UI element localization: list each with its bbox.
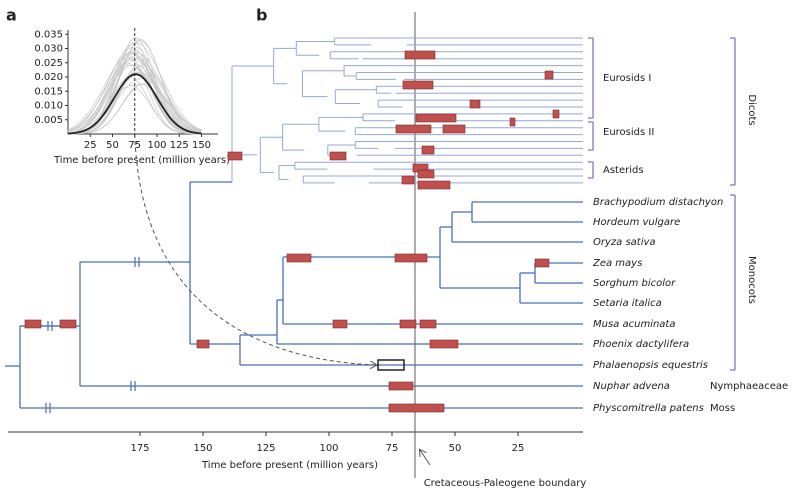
age-interval bbox=[286, 253, 312, 263]
inset-tick-label: 100 bbox=[147, 140, 166, 151]
age-interval bbox=[469, 99, 481, 109]
taxon-label: Physcomitrella patens bbox=[593, 403, 704, 414]
tick-label: 50 bbox=[449, 443, 462, 454]
tick-label: 75 bbox=[386, 443, 399, 454]
annotation: Cretaceous-Paleogene boundary bbox=[424, 478, 587, 489]
inset-tick-label: 0.020 bbox=[34, 72, 63, 83]
clade-label: Eurosids I bbox=[603, 73, 651, 84]
inset-tick-label: 0.035 bbox=[34, 29, 63, 40]
age-interval bbox=[509, 117, 516, 127]
inset-tick-label: 0.030 bbox=[34, 44, 63, 55]
link-arrow bbox=[134, 133, 376, 365]
tick-label: 125 bbox=[256, 443, 275, 454]
age-interval bbox=[429, 339, 459, 349]
taxon-label: Hordeum vulgare bbox=[593, 217, 680, 228]
taxon-label: Nuphar advena bbox=[593, 381, 670, 392]
inset-tick-label: 0.010 bbox=[34, 101, 63, 112]
age-interval bbox=[417, 180, 451, 190]
inset-tick-label: 0.005 bbox=[34, 115, 63, 126]
taxon-label: Musa acuminata bbox=[593, 319, 675, 330]
age-interval bbox=[395, 124, 432, 134]
age-interval bbox=[388, 381, 414, 391]
taxon-label: Brachypodium distachyon bbox=[593, 197, 723, 208]
inset-tick-label: 50 bbox=[106, 140, 119, 151]
panel-label: a bbox=[6, 6, 17, 25]
clade-label: Eurosids II bbox=[603, 127, 654, 138]
inset-tick-label: 125 bbox=[170, 140, 189, 151]
inset-x-label: Time before present (million years) bbox=[53, 155, 230, 166]
clade-label: Asterids bbox=[603, 165, 644, 176]
age-interval bbox=[404, 50, 436, 60]
age-interval bbox=[415, 113, 457, 123]
density-curve bbox=[67, 65, 202, 134]
taxon-label: Oryza sativa bbox=[593, 237, 656, 248]
group-label: Dicots bbox=[746, 94, 757, 125]
inset-tick-label: 150 bbox=[192, 140, 211, 151]
age-interval bbox=[59, 319, 77, 329]
inset-tick-label: 25 bbox=[84, 140, 97, 151]
age-interval bbox=[329, 151, 347, 161]
age-interval bbox=[394, 253, 428, 263]
age-interval bbox=[196, 339, 210, 349]
age-interval bbox=[401, 175, 415, 185]
density-curve bbox=[67, 52, 202, 132]
taxon-label: Zea mays bbox=[592, 258, 642, 269]
age-interval bbox=[419, 319, 437, 329]
axis-label: Time before present (million years) bbox=[201, 460, 378, 471]
tick-label: 100 bbox=[319, 443, 338, 454]
age-interval bbox=[332, 319, 348, 329]
density-curve bbox=[67, 42, 202, 131]
group-label: Monocots bbox=[746, 256, 757, 304]
inset-tick-label: 0.025 bbox=[34, 58, 63, 69]
inset-tick-label: 0.015 bbox=[34, 86, 63, 97]
taxon-label: Phoenix dactylifera bbox=[593, 339, 689, 350]
age-interval bbox=[417, 169, 435, 179]
age-interval bbox=[552, 109, 560, 119]
outgroup-label: Moss bbox=[710, 403, 735, 414]
age-interval bbox=[544, 70, 554, 80]
density-curve bbox=[67, 51, 202, 134]
age-interval bbox=[534, 258, 550, 268]
age-interval bbox=[24, 319, 42, 329]
inset-tick-label: 75 bbox=[128, 140, 141, 151]
panel-label: b bbox=[256, 6, 267, 25]
age-interval bbox=[421, 145, 435, 155]
age-interval bbox=[442, 124, 466, 134]
age-interval bbox=[402, 80, 434, 90]
tick-label: 175 bbox=[130, 443, 149, 454]
taxon-label: Setaria italica bbox=[593, 298, 662, 309]
taxon-label: Sorghum bicolor bbox=[593, 278, 676, 289]
tick-label: 25 bbox=[512, 443, 525, 454]
tick-label: 150 bbox=[193, 443, 212, 454]
outgroup-label: Nymphaeaceae bbox=[710, 381, 788, 392]
age-interval bbox=[399, 319, 417, 329]
age-interval bbox=[388, 403, 445, 413]
taxon-label: Phalaenopsis equestris bbox=[593, 360, 708, 371]
age-interval bbox=[227, 151, 243, 161]
annotation-arrow bbox=[420, 450, 431, 466]
